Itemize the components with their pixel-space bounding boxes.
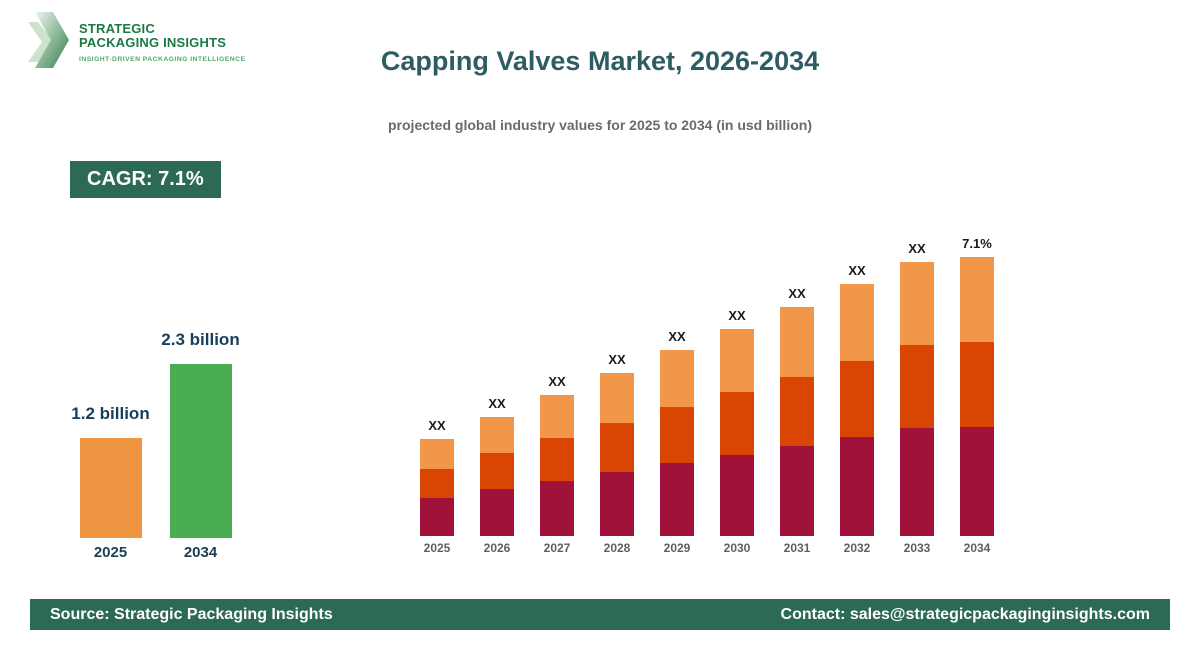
bar-value-label: XX [548, 374, 566, 389]
top-segment [720, 329, 754, 392]
stacked-bar-chart: XX 2025 XX 2026 XX 2027 XX 2028 XX 2029 XX 2030 XX 20… [420, 236, 994, 555]
top-segment [960, 257, 994, 342]
bar-value-label: XX [788, 286, 806, 301]
bar-value-label: XX [668, 329, 686, 344]
bar-year-label: 2032 [843, 541, 871, 555]
stacked-bar-column: XX 2031 [780, 236, 814, 555]
top-segment [540, 395, 574, 438]
summary-bar-chart: 1.2 billion 2025 2.3 billion 2034 [71, 330, 240, 561]
bottom-segment [420, 498, 454, 536]
stacked-bar-column: XX 2032 [840, 236, 874, 555]
footer-bar: Source: Strategic Packaging Insights Con… [30, 599, 1170, 630]
bar-year-label: 2028 [603, 541, 631, 555]
top-segment [660, 350, 694, 407]
bottom-segment [540, 481, 574, 536]
stacked-bar-column: XX 2027 [540, 236, 574, 555]
stacked-bar-column: XX 2025 [420, 236, 454, 555]
top-segment [420, 439, 454, 469]
middle-segment [600, 423, 634, 472]
bar-year-label: 2030 [723, 541, 751, 555]
summary-bar-column: 1.2 billion 2025 [71, 330, 150, 561]
brand-line1: STRATEGIC [79, 21, 155, 36]
bar-year-label: 2034 [963, 541, 991, 555]
top-segment [600, 373, 634, 423]
summary-bar [169, 364, 232, 538]
bar-value-label: XX [488, 396, 506, 411]
middle-segment [840, 361, 874, 437]
stacked-bar-column: XX 2030 [720, 236, 754, 555]
cagr-badge: CAGR: 7.1% [70, 161, 221, 198]
stacked-bar-column: XX 2026 [480, 236, 514, 555]
bar-value-label: XX [428, 418, 446, 433]
bar-value-label: XX [608, 352, 626, 367]
summary-bar [79, 438, 142, 538]
bottom-segment [600, 472, 634, 536]
bar-value-label: XX [728, 308, 746, 323]
top-segment [840, 284, 874, 361]
stacked-bar-column: 7.1% 2034 [960, 236, 994, 555]
summary-year-label: 2025 [93, 544, 128, 561]
middle-segment [480, 453, 514, 489]
brand-line2: PACKAGING INSIGHTS [79, 35, 227, 51]
middle-segment [780, 377, 814, 446]
bottom-segment [840, 437, 874, 536]
bottom-segment [660, 463, 694, 536]
brand-tagline: INSIGHT-DRIVEN PACKAGING INTELLIGENCE [79, 55, 246, 63]
top-segment [780, 307, 814, 377]
bottom-segment [780, 446, 814, 536]
bar-value-label: XX [908, 241, 926, 256]
middle-segment [960, 341, 994, 427]
summary-value-label: 1.2 billion [71, 404, 150, 423]
brand-text: STRATEGIC PACKAGING INSIGHTS INSIGHT-DRI… [79, 10, 246, 63]
bottom-segment [480, 489, 514, 536]
bar-year-label: 2027 [543, 541, 571, 555]
bar-value-label: 7.1% [962, 236, 992, 251]
bottom-segment [960, 426, 994, 536]
bar-year-label: 2031 [783, 541, 811, 555]
top-segment [480, 417, 514, 453]
chevron-logo-icon [28, 12, 69, 68]
bar-year-label: 2029 [663, 541, 691, 555]
middle-segment [660, 407, 694, 463]
bottom-segment [900, 428, 934, 536]
stacked-bar-column: XX 2033 [900, 236, 934, 555]
stacked-bar-column: XX 2029 [660, 236, 694, 555]
bottom-segment [720, 455, 754, 536]
footer-contact: Contact: sales@strategicpackaginginsight… [780, 605, 1150, 623]
summary-year-label: 2034 [183, 544, 218, 561]
middle-segment [900, 345, 934, 428]
top-segment [900, 262, 934, 345]
bar-value-label: XX [848, 263, 866, 278]
summary-bar-column: 2.3 billion 2034 [161, 330, 240, 561]
brand-logo: STRATEGIC PACKAGING INSIGHTS INSIGHT-DRI… [28, 10, 245, 70]
footer-source: Source: Strategic Packaging Insights [50, 605, 333, 623]
middle-segment [540, 438, 574, 481]
page-title: Capping Valves Market, 2026-2034 [380, 46, 820, 76]
bar-year-label: 2033 [903, 541, 931, 555]
bar-year-label: 2025 [423, 541, 451, 555]
stacked-bar-column: XX 2028 [600, 236, 634, 555]
bar-year-label: 2026 [483, 541, 511, 555]
middle-segment [720, 392, 754, 455]
page-subtitle: projected global industry values for 202… [388, 117, 812, 133]
summary-value-label: 2.3 billion [161, 330, 240, 349]
middle-segment [420, 469, 454, 498]
